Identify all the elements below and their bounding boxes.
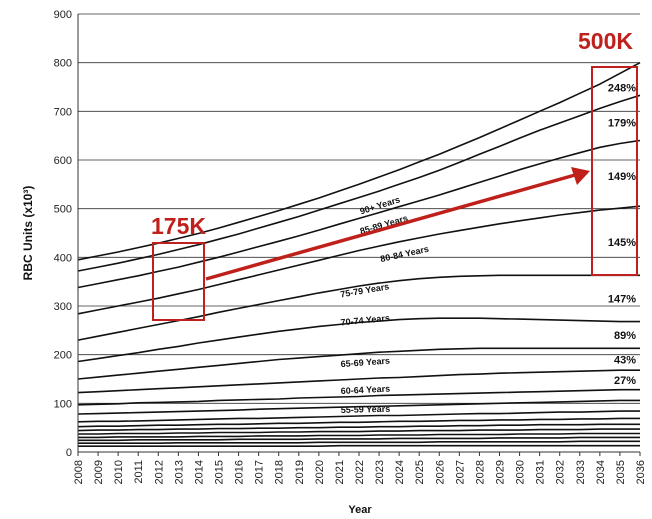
x-tick-label: 2028 [474,460,486,484]
series-line-7 [77,410,640,423]
series-line-10 [77,369,640,394]
series-line-6 [77,417,640,428]
band-label: 80-84 Years [379,244,429,264]
x-tick-label: 2033 [575,460,587,484]
series-lines [77,61,641,448]
x-tick-label: 2021 [334,460,346,484]
x-axis-ticks: 2008 2009 2010 2011 2012 2013 2014 2015 2016 2017… [73,452,647,484]
x-axis-label: Year [348,504,372,516]
series-line-3 [78,432,640,439]
band-label: 75-79 Years [340,281,390,299]
y-tick-label: 0 [66,447,72,459]
series-line-15 [77,139,641,289]
x-tick-label: 2030 [515,460,527,484]
series-line-8 [77,399,640,415]
x-tick-label: 2027 [454,460,466,484]
series-line-2 [78,436,640,442]
x-tick-label: 2018 [274,460,286,484]
x-tick-label: 2013 [173,460,185,484]
series-line-12 [77,317,640,363]
x-tick-label: 2022 [354,460,366,484]
y-axis-ticks: 0 100 200 300 400 500 600 700 800 900 [54,9,72,459]
x-tick-label: 2019 [294,460,306,484]
y-tick-label: 800 [54,58,72,70]
series-line-1 [78,440,640,445]
x-tick-label: 2017 [254,460,266,484]
x-tick-label: 2015 [214,460,226,484]
growth-labels: 248% 179% 149% 145% 147% 89% 43% 27% [608,82,636,386]
series-line-11 [77,347,640,380]
callout-box-right [591,66,638,276]
growth-label: 248% [608,82,636,94]
series-line-5 [77,423,640,432]
growth-label: 145% [608,237,636,249]
callout-box-left [152,242,205,321]
growth-arrow-head [571,167,590,185]
y-tick-label: 600 [54,155,72,167]
callout-label-left: 175K [151,213,206,239]
growth-label: 27% [614,375,636,387]
x-tick-label: 2014 [193,460,205,484]
x-tick-label: 2036 [635,460,647,484]
band-label: 55-59 Years [341,404,391,415]
x-tick-label: 2025 [414,460,426,484]
x-tick-label: 2024 [394,460,406,484]
gridlines [78,13,640,404]
x-tick-label: 2010 [113,460,125,484]
y-axis-label: RBC Units (x10³) [21,186,35,281]
x-tick-label: 2011 [133,460,145,484]
y-tick-label: 300 [54,301,72,313]
growth-label: 147% [608,293,636,305]
series-line-4 [78,428,640,435]
series-line-9 [77,388,640,406]
series-line-13 [77,274,640,341]
band-label: 65-69 Years [340,356,390,370]
x-tick-label: 2031 [535,460,547,484]
x-tick-label: 2035 [615,460,627,484]
x-tick-label: 2012 [153,460,165,484]
x-tick-label: 2029 [495,460,507,484]
x-tick-label: 2026 [434,460,446,484]
series-line-17 [77,61,641,261]
x-tick-label: 2008 [73,460,85,484]
growth-label: 89% [614,330,636,342]
y-tick-label: 400 [54,252,72,264]
series-line-0 [78,444,640,448]
x-tick-label: 2032 [555,460,567,484]
growth-label: 43% [614,354,636,366]
y-tick-label: 900 [54,9,72,21]
series-line-14 [77,205,641,315]
growth-label: 179% [608,118,636,130]
y-tick-label: 200 [54,350,72,362]
growth-label: 149% [608,171,636,183]
x-tick-label: 2009 [93,460,105,484]
band-label: 70-74 Years [340,313,390,328]
series-line-16 [77,94,641,272]
y-tick-label: 500 [54,204,72,216]
x-tick-label: 2020 [314,460,326,484]
x-tick-label: 2034 [595,460,607,484]
y-tick-label: 700 [54,106,72,118]
y-tick-label: 100 [54,398,72,410]
growth-arrow-shaft [205,173,576,281]
callout-label-right: 500K [578,28,633,54]
x-tick-label: 2023 [374,460,386,484]
x-tick-label: 2016 [234,460,246,484]
band-label: 60-64 Years [341,384,391,396]
